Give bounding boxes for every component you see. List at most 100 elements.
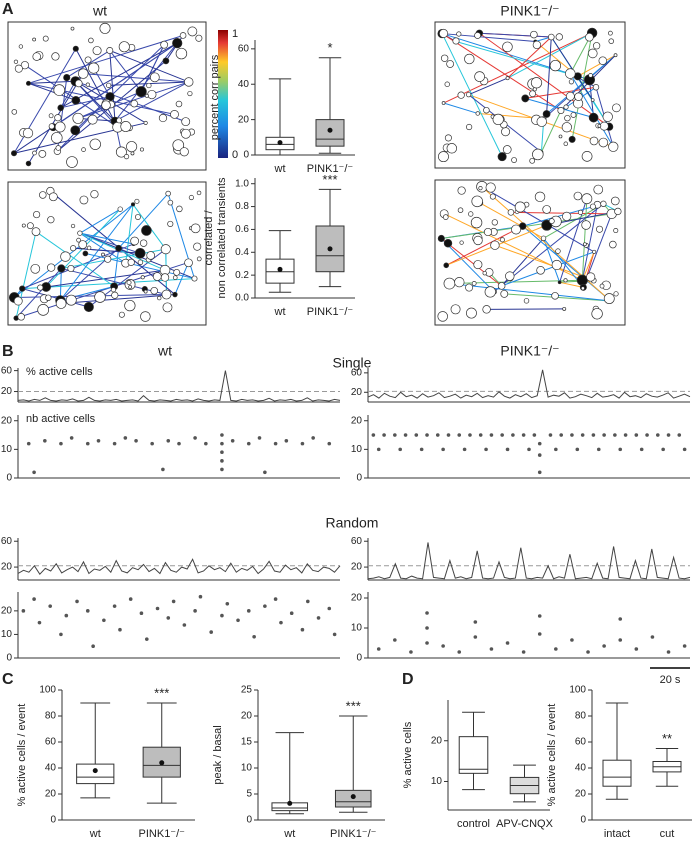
map-cell bbox=[485, 182, 496, 193]
raster-dot bbox=[575, 447, 580, 452]
map-cell bbox=[482, 270, 487, 276]
map-link bbox=[22, 288, 89, 308]
map-link bbox=[79, 232, 166, 271]
y-tick-label: 60 bbox=[351, 367, 363, 378]
map-link bbox=[440, 238, 495, 293]
raster-dot bbox=[527, 447, 531, 452]
raster-dot bbox=[145, 637, 149, 641]
map-cell bbox=[563, 141, 569, 147]
x-tick-label: wt bbox=[283, 828, 295, 840]
map-cell bbox=[475, 111, 480, 116]
panel-label: % active cells bbox=[26, 366, 93, 378]
map-cell bbox=[72, 112, 84, 124]
raster-dot bbox=[618, 638, 623, 642]
raster-dot bbox=[112, 604, 117, 608]
y-tick-label: 10 bbox=[1, 629, 13, 640]
map-cell bbox=[540, 235, 547, 241]
map-link bbox=[28, 34, 184, 84]
map-cell bbox=[511, 224, 521, 235]
raster-dot bbox=[677, 433, 682, 437]
map-link bbox=[550, 36, 594, 101]
y-tick-label: 20 bbox=[238, 114, 250, 125]
raster-dot bbox=[425, 641, 429, 645]
map-cell bbox=[116, 117, 123, 124]
raster-dot bbox=[311, 436, 315, 440]
map-link bbox=[28, 80, 76, 84]
raster-dot bbox=[623, 433, 628, 437]
y-tick-label: 20 bbox=[1, 562, 13, 573]
raster-dot bbox=[559, 433, 563, 437]
map-cell bbox=[196, 190, 202, 196]
raster-dot bbox=[263, 604, 267, 608]
x-tick-label: PINK1⁻/⁻ bbox=[139, 828, 186, 840]
map-cell bbox=[161, 289, 172, 300]
raster-dot bbox=[75, 599, 79, 604]
map-cell bbox=[48, 123, 55, 130]
map-cell bbox=[580, 286, 585, 291]
map-cell bbox=[127, 258, 135, 266]
y-tick-label: 10 bbox=[351, 623, 363, 634]
raster-dot bbox=[376, 447, 381, 452]
map-cell bbox=[536, 266, 545, 275]
map-cell bbox=[437, 151, 449, 163]
map-cell bbox=[577, 209, 584, 215]
map-cell bbox=[39, 191, 47, 199]
box bbox=[602, 759, 632, 787]
map-cell bbox=[471, 280, 477, 286]
map-cell bbox=[565, 68, 576, 79]
map-link bbox=[581, 198, 588, 281]
network-maps bbox=[7, 21, 626, 326]
significance: ** bbox=[662, 731, 672, 746]
map-cell bbox=[465, 123, 473, 131]
map-link bbox=[79, 232, 134, 245]
raster-dot bbox=[618, 447, 623, 452]
map-cell bbox=[514, 201, 526, 213]
raster-dot bbox=[505, 641, 510, 645]
raster-dot bbox=[521, 650, 526, 654]
raster-dot bbox=[446, 433, 451, 437]
raster-dot bbox=[85, 609, 90, 613]
map-cell bbox=[160, 40, 169, 49]
map-link bbox=[540, 110, 562, 153]
raster-dot bbox=[306, 599, 310, 604]
map-cell bbox=[162, 57, 170, 65]
map-cell bbox=[570, 112, 577, 118]
y-axis-label: correlated / bbox=[203, 210, 215, 266]
map-cell bbox=[181, 117, 191, 127]
map-cell bbox=[491, 219, 498, 226]
mean bbox=[327, 127, 333, 133]
raster-dot bbox=[37, 620, 42, 625]
y-tick-label: 0.0 bbox=[235, 293, 249, 304]
map-cell bbox=[77, 230, 83, 236]
y-tick-label: 1.0 bbox=[235, 178, 249, 189]
map-link bbox=[525, 86, 597, 99]
y-tick-label: 60 bbox=[1, 365, 13, 376]
map-link bbox=[441, 33, 590, 81]
map-cell bbox=[457, 207, 464, 213]
raster-dot bbox=[537, 632, 542, 636]
raster-dot bbox=[639, 447, 644, 452]
map-cell bbox=[505, 76, 510, 81]
map-cell bbox=[54, 114, 62, 122]
map-link bbox=[546, 54, 616, 115]
map-cell bbox=[439, 28, 449, 38]
map-cell bbox=[563, 104, 569, 110]
map-cell bbox=[568, 135, 576, 143]
map-link bbox=[113, 248, 120, 287]
raster-dot bbox=[376, 647, 381, 651]
map-cell bbox=[465, 307, 477, 319]
map-cell bbox=[442, 214, 449, 220]
map-cell bbox=[126, 280, 132, 286]
map-cell bbox=[85, 82, 90, 87]
map-cell bbox=[84, 56, 92, 64]
raster-dot bbox=[236, 618, 240, 623]
map-cell bbox=[587, 48, 598, 59]
map-cell bbox=[173, 268, 181, 276]
y-tick-label: 20 bbox=[351, 415, 363, 426]
map-cell bbox=[450, 304, 461, 315]
y-tick-label: 40 bbox=[238, 79, 250, 90]
y-tick-label: 20 bbox=[351, 387, 363, 398]
map-cell bbox=[589, 203, 596, 210]
raster-dot bbox=[155, 606, 160, 611]
x-tick-label: PINK1⁻/⁻ bbox=[330, 828, 377, 840]
